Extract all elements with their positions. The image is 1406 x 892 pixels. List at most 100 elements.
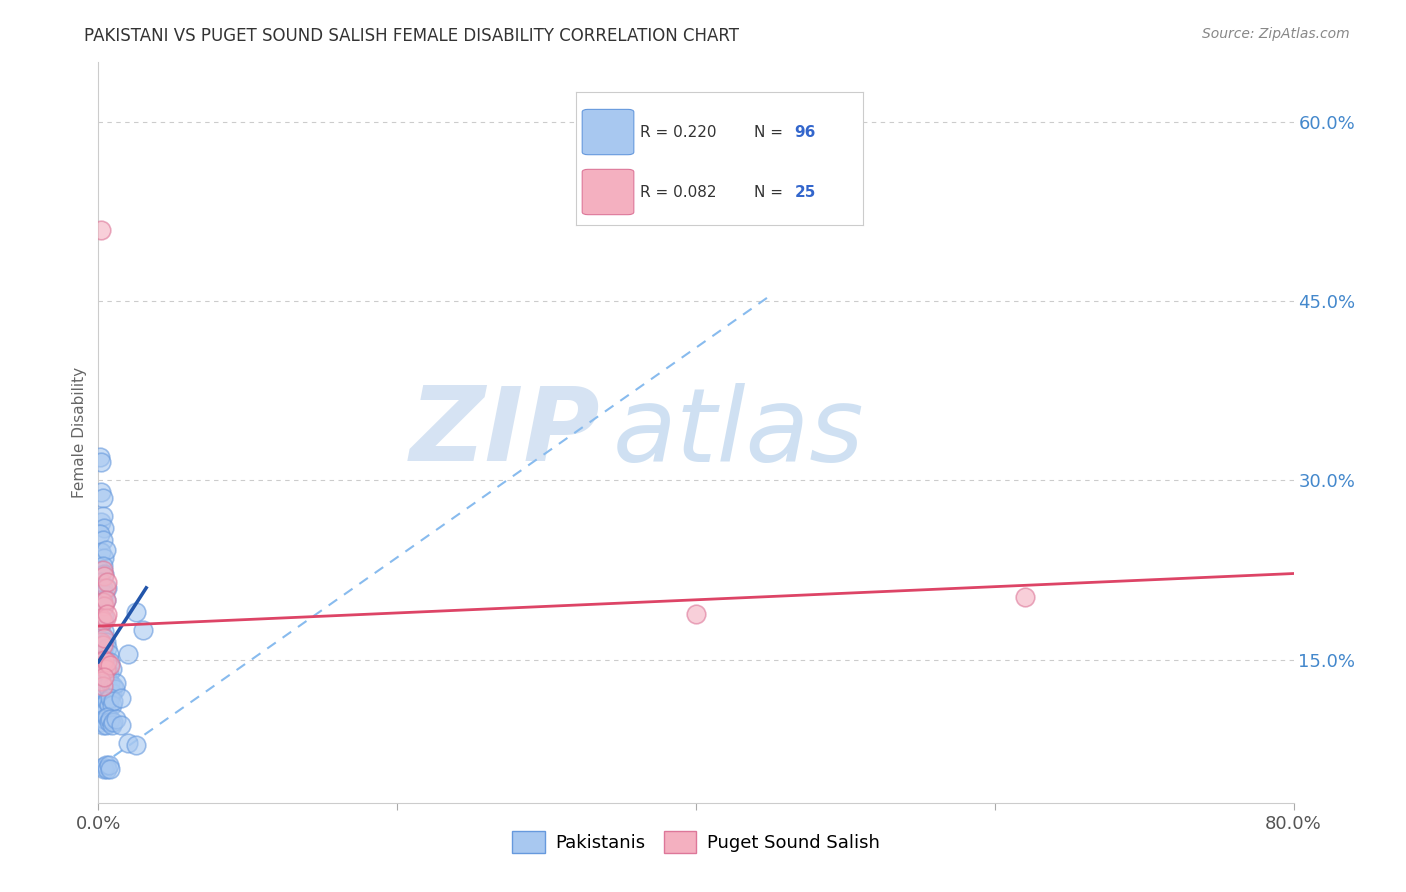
Point	[90, 595, 112, 609]
Point	[93, 609, 115, 624]
Point	[90, 655, 112, 669]
Point	[96, 665, 118, 679]
Point	[90, 673, 112, 688]
Point	[94, 718, 117, 732]
Point	[96, 763, 118, 777]
Point	[91, 718, 114, 732]
Point	[93, 712, 115, 726]
Point	[96, 694, 118, 708]
Point	[91, 581, 114, 595]
Point	[94, 757, 117, 772]
Point	[91, 533, 114, 547]
Point	[110, 690, 132, 705]
Point	[96, 581, 118, 595]
Point	[90, 670, 112, 684]
Point	[90, 545, 112, 559]
Point	[94, 662, 117, 676]
Text: ZIP: ZIP	[409, 382, 600, 483]
Point	[90, 626, 112, 640]
Point	[93, 624, 115, 638]
Point	[94, 634, 117, 648]
Point	[97, 666, 120, 681]
Point	[98, 763, 122, 777]
Point	[96, 655, 118, 669]
Point	[90, 655, 112, 669]
Point	[93, 521, 115, 535]
Point	[93, 652, 115, 666]
Point	[94, 592, 117, 607]
Point	[90, 686, 112, 700]
Point	[94, 610, 117, 624]
Point	[101, 718, 124, 732]
Point	[94, 592, 117, 607]
Point	[91, 563, 114, 577]
Text: atlas: atlas	[613, 383, 863, 483]
Point	[93, 569, 115, 583]
Point	[117, 736, 139, 750]
Point	[98, 655, 122, 669]
Point	[91, 679, 114, 693]
Point	[96, 710, 118, 724]
Point	[91, 615, 114, 629]
Point	[93, 666, 115, 681]
Point	[91, 643, 114, 657]
Point	[90, 610, 112, 624]
Point	[90, 700, 112, 714]
Point	[89, 563, 111, 577]
Point	[94, 542, 117, 557]
Point	[89, 652, 111, 666]
Y-axis label: Female Disability: Female Disability	[72, 367, 87, 499]
Point	[93, 682, 115, 697]
Point	[93, 698, 115, 712]
Point	[91, 599, 114, 613]
Point	[103, 694, 125, 708]
Point	[103, 714, 125, 729]
Point	[93, 763, 115, 777]
Point	[98, 658, 122, 673]
Point	[91, 613, 114, 627]
Point	[103, 679, 125, 693]
Point	[98, 690, 122, 705]
Point	[90, 485, 112, 500]
Point	[97, 714, 120, 729]
Point	[93, 631, 115, 645]
Point	[125, 605, 148, 619]
Point	[91, 703, 114, 717]
Point	[94, 703, 117, 717]
Point	[104, 682, 127, 697]
Point	[91, 559, 114, 574]
Point	[93, 551, 115, 566]
Point	[91, 658, 114, 673]
Point	[93, 566, 115, 581]
Point	[94, 670, 117, 684]
Point	[89, 450, 111, 464]
Point	[90, 640, 112, 655]
Point	[89, 638, 111, 652]
Point	[1014, 591, 1036, 605]
Point	[91, 509, 114, 524]
Point	[105, 676, 128, 690]
Point	[91, 689, 114, 703]
Point	[110, 718, 132, 732]
Point	[105, 712, 128, 726]
Point	[93, 599, 115, 613]
Point	[89, 592, 111, 607]
Point	[93, 587, 115, 601]
Point	[91, 491, 114, 506]
Point	[91, 595, 114, 609]
Point	[93, 638, 115, 652]
Point	[94, 655, 117, 669]
Point	[90, 574, 112, 589]
Point	[90, 455, 112, 469]
Point	[91, 629, 114, 643]
Point	[90, 634, 112, 648]
Point	[90, 714, 112, 729]
Point	[91, 658, 114, 673]
Point	[89, 527, 111, 541]
Text: Source: ZipAtlas.com: Source: ZipAtlas.com	[1202, 27, 1350, 41]
Point	[97, 757, 120, 772]
Point	[93, 670, 115, 684]
Point	[101, 686, 124, 700]
Point	[90, 610, 112, 624]
Point	[89, 607, 111, 621]
